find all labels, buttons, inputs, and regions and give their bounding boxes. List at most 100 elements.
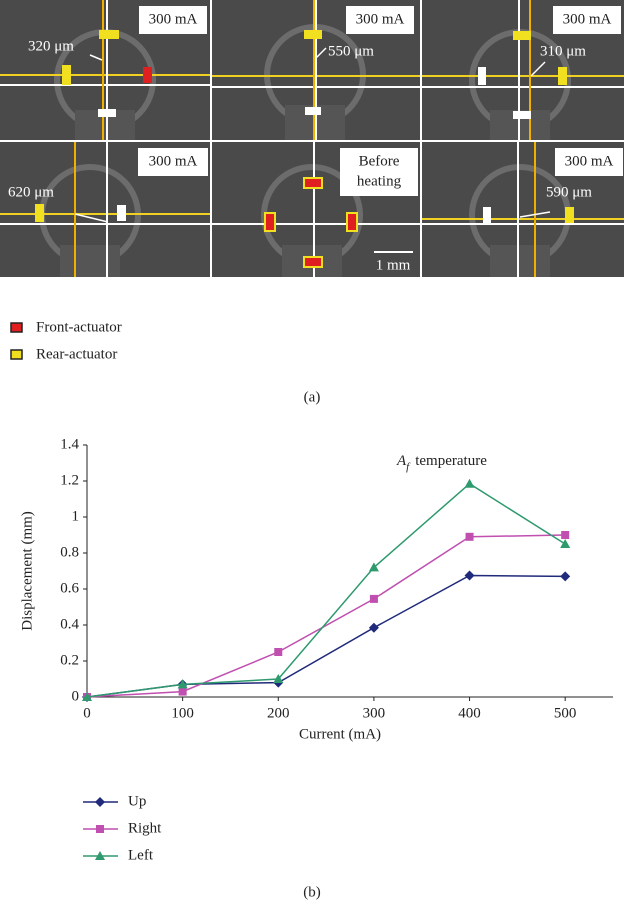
actuator-marker (565, 207, 574, 223)
y-tick-label: 0.2 (60, 652, 79, 668)
arrow (519, 211, 551, 218)
actuator-marker (143, 67, 152, 83)
label-box (138, 148, 208, 176)
label-box (139, 6, 207, 34)
caption: (b) (303, 884, 321, 900)
actuator-marker (478, 67, 486, 85)
arrow (530, 61, 546, 77)
actuator-marker (303, 177, 323, 189)
image-tile: 300 mA 550 μm (212, 0, 420, 140)
marker (560, 571, 571, 582)
label-box (553, 6, 621, 34)
image-tile: 300 mA 620 μm (0, 142, 210, 277)
y-tick-label: 1 (72, 508, 80, 524)
x-axis-label: Current (mA) (299, 726, 381, 742)
marker (464, 478, 475, 488)
actuator-marker (98, 109, 116, 117)
image-tile: 300 mA 320 μm (0, 0, 210, 140)
y-axis-label: Displacement (mm) (19, 511, 35, 631)
annotation-sub: f (406, 461, 411, 473)
marker (273, 674, 284, 683)
annotation-text: temperature (415, 453, 487, 469)
marker (560, 539, 571, 548)
image-tile: 300 mA 310 μm (422, 0, 624, 140)
marker (82, 692, 92, 701)
measurement: 620 μm (8, 184, 54, 200)
annotation-var: A (396, 453, 407, 469)
actuator-marker (99, 30, 119, 39)
y-tick-label: 0.6 (60, 580, 79, 596)
marker (177, 679, 188, 689)
measurement: 320 μm (28, 38, 74, 54)
marker (368, 622, 379, 633)
legend-swatch (10, 349, 23, 360)
tile-label: 300 mA (149, 153, 198, 169)
y-tick-label: 1.4 (60, 436, 79, 452)
annotation: Af temperature (396, 453, 487, 472)
marker (465, 532, 474, 541)
y-tick-label: 0 (72, 688, 80, 704)
actuator-marker (513, 111, 531, 119)
legend-label: Up (128, 793, 146, 809)
legend-marker (95, 851, 105, 860)
actuator-marker (483, 207, 491, 223)
x-tick-label: 200 (267, 705, 290, 721)
legend-label: Left (128, 847, 154, 863)
actuator-marker (558, 67, 567, 85)
image-tile: 300 mA 590 μm (422, 142, 624, 277)
actuator-marker (117, 205, 126, 221)
marker (368, 562, 379, 572)
marker (561, 531, 570, 539)
tile-label: 300 mA (565, 153, 614, 169)
actuator-marker (62, 65, 71, 85)
actuator-marker (304, 30, 322, 39)
arrow (315, 47, 327, 59)
series-line (86, 534, 566, 698)
series-line (86, 482, 566, 698)
image-tile: Before heating 1 mm (212, 142, 420, 277)
marker (464, 570, 475, 581)
scale-bar-label: 1 mm (376, 257, 411, 273)
tube-shadow (490, 245, 550, 277)
legend-marker (95, 797, 105, 807)
actuator-marker (303, 256, 323, 268)
y-tick-label: 1.2 (60, 472, 79, 488)
actuator-marker (513, 31, 531, 40)
legend-swatch (10, 322, 23, 333)
series-line (86, 574, 566, 698)
x-tick-label: 0 (83, 705, 91, 721)
x-tick-label: 400 (458, 705, 481, 721)
tile-label: Before (359, 153, 400, 169)
actuator-marker (264, 212, 276, 232)
marker (369, 594, 378, 603)
legend-label: Rear-actuator (36, 346, 117, 362)
measurement: 550 μm (328, 43, 374, 59)
y-tick-label: 0.4 (60, 616, 79, 632)
x-tick-label: 500 (554, 705, 577, 721)
measurement: 310 μm (540, 43, 586, 59)
x-tick-label: 300 (363, 705, 386, 721)
legend-marker (96, 825, 104, 833)
y-tick-label: 0.8 (60, 544, 79, 560)
actuator-marker (305, 107, 321, 115)
actuator-marker (346, 212, 358, 232)
legend-label: Right (128, 820, 162, 836)
label-box (340, 148, 418, 196)
actuator-marker (35, 204, 44, 222)
marker (178, 687, 187, 696)
tube-shadow (60, 245, 120, 277)
caption: (a) (304, 389, 321, 405)
arrow (89, 54, 103, 61)
tile-label: heating (357, 173, 402, 189)
tile-label: 300 mA (149, 11, 198, 27)
marker (274, 648, 283, 656)
x-tick-label: 100 (171, 705, 194, 721)
arrow (74, 213, 109, 223)
legend-label: Front-actuator (36, 319, 122, 335)
measurement: 590 μm (546, 184, 592, 200)
label-box (555, 148, 623, 176)
label-box (346, 6, 414, 34)
tile-label: 300 mA (563, 11, 612, 27)
tile-label: 300 mA (356, 11, 405, 27)
